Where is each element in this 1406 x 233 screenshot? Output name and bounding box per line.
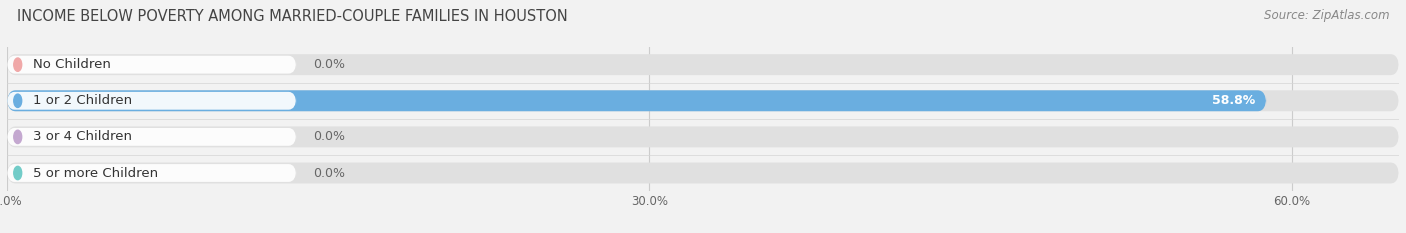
Text: 1 or 2 Children: 1 or 2 Children	[32, 94, 132, 107]
Text: INCOME BELOW POVERTY AMONG MARRIED-COUPLE FAMILIES IN HOUSTON: INCOME BELOW POVERTY AMONG MARRIED-COUPL…	[17, 9, 568, 24]
Text: 58.8%: 58.8%	[1212, 94, 1256, 107]
FancyBboxPatch shape	[7, 163, 1399, 183]
Text: No Children: No Children	[32, 58, 111, 71]
FancyBboxPatch shape	[7, 54, 1399, 75]
Circle shape	[14, 166, 21, 180]
FancyBboxPatch shape	[7, 56, 297, 74]
FancyBboxPatch shape	[7, 127, 1399, 147]
Text: 0.0%: 0.0%	[314, 130, 346, 143]
Circle shape	[14, 130, 21, 144]
FancyBboxPatch shape	[7, 164, 297, 182]
FancyBboxPatch shape	[7, 90, 1267, 111]
FancyBboxPatch shape	[7, 90, 1399, 111]
Text: 0.0%: 0.0%	[314, 58, 346, 71]
FancyBboxPatch shape	[7, 128, 297, 146]
FancyBboxPatch shape	[7, 92, 297, 110]
Circle shape	[14, 94, 21, 107]
Text: Source: ZipAtlas.com: Source: ZipAtlas.com	[1264, 9, 1389, 22]
Circle shape	[14, 58, 21, 71]
Text: 0.0%: 0.0%	[314, 167, 346, 179]
Text: 5 or more Children: 5 or more Children	[32, 167, 157, 179]
Text: 3 or 4 Children: 3 or 4 Children	[32, 130, 132, 143]
